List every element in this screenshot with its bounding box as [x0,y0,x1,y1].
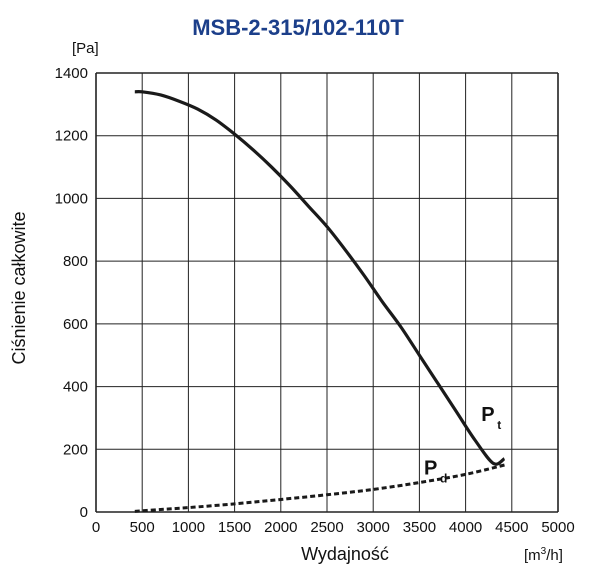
grid [95,72,559,513]
series-label-subscript: t [497,418,501,432]
x-tick-label: 3000 [357,519,390,536]
y-axis-unit: [Pa] [72,40,99,57]
x-axis-unit: [m3/h] [524,546,563,564]
x-tick-labels: 0 500 1000 1500 2000 2500 3000 3500 4000 4500 5000 [92,519,575,536]
y-tick-label: 1400 [55,65,88,82]
y-tick-label: 600 [63,316,88,333]
x-tick-label: 3500 [403,519,436,536]
y-tick-label: 0 [80,504,88,521]
x-tick-label: 5000 [541,519,574,536]
x-tick-label: 2500 [310,519,343,536]
x-axis-label: Wydajność [301,544,389,564]
x-tick-label: 2000 [264,519,297,536]
y-tick-label: 1000 [55,190,88,207]
series-label-Pt: P [481,404,494,426]
y-tick-label: 1200 [55,128,88,145]
x-tick-label: 0 [92,519,100,536]
series-label-Pd: P [424,457,437,479]
y-tick-label: 400 [63,379,88,396]
y-tick-label: 800 [63,253,88,270]
x-tick-label: 4000 [449,519,482,536]
x-tick-label: 500 [130,519,155,536]
y-axis-label: Ciśnienie całkowite [9,211,29,364]
series-label-subscript: d [440,471,447,485]
x-tick-label: 4500 [495,519,528,536]
series-lines [134,89,508,513]
series-line-Pt [134,89,506,466]
x-tick-label: 1500 [218,519,251,536]
x-tick-label: 1000 [172,519,205,536]
y-tick-labels: 0 200 400 600 800 1000 1200 1400 [55,65,88,521]
chart-title: MSB-2-315/102-110T [192,15,404,40]
y-tick-label: 200 [63,441,88,458]
series-line-Pd [134,462,508,513]
